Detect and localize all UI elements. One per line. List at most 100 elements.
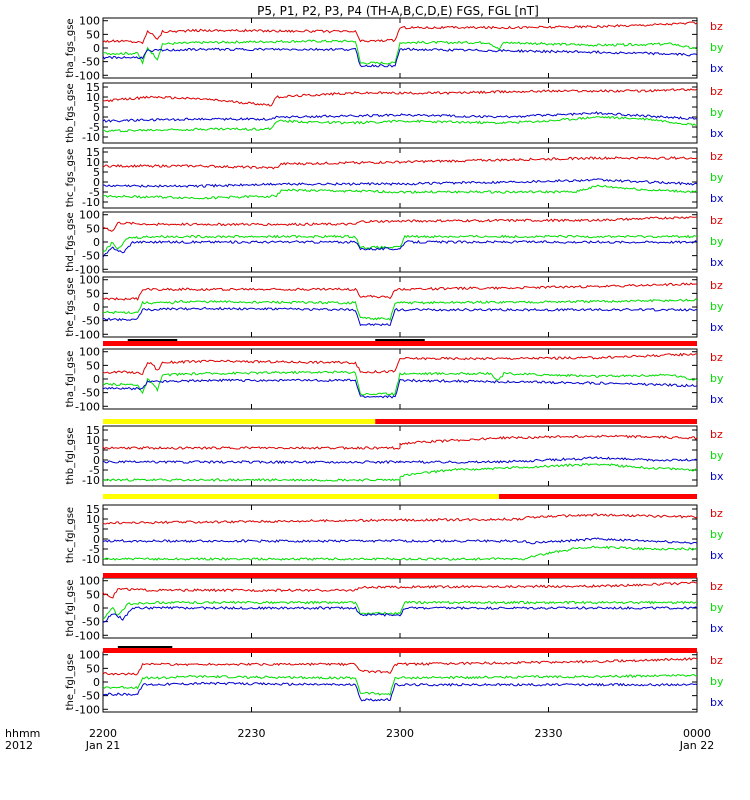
y-tick-label: 100 — [79, 575, 100, 588]
y-tick-label: 100 — [79, 274, 100, 287]
y-tick-label: 50 — [86, 359, 100, 372]
legend-by: by — [710, 372, 724, 385]
y-tick-label: 5 — [93, 523, 100, 536]
y-tick-label: 0 — [93, 533, 100, 546]
series-line-by — [102, 370, 698, 396]
legend-bz: bz — [710, 279, 723, 292]
y-tick-label: 0 — [93, 42, 100, 55]
y-tick-label: 100 — [79, 15, 100, 28]
y-tick-label: 0 — [93, 111, 100, 124]
legend-bx: bx — [710, 321, 724, 334]
series-line-bx — [102, 178, 698, 188]
y-tick-label: -100 — [75, 328, 100, 341]
legend-bz: bz — [710, 150, 723, 163]
panel-ylabel: thb_fgl_gse — [65, 428, 76, 485]
panel-ylabel: thc_fgs_gse — [65, 149, 76, 208]
y-tick-label: -5 — [89, 186, 100, 199]
y-tick-label: -100 — [75, 263, 100, 276]
series-line-bz — [102, 352, 697, 375]
panel-ylabel: thd_fgs_gse — [65, 212, 76, 271]
y-tick-label: 15 — [86, 424, 100, 437]
series-line-by — [102, 545, 698, 561]
legend-bz: bz — [710, 580, 723, 593]
mode-bar-mark — [375, 339, 425, 341]
legend-bz: bz — [710, 85, 723, 98]
legend-by: by — [710, 601, 724, 614]
legend-bx: bx — [710, 622, 724, 635]
legend-bx: bx — [710, 256, 724, 269]
legend-bx: bx — [710, 549, 724, 562]
x-corner-label-1: hhmm — [5, 727, 40, 740]
series-line-bz — [102, 513, 698, 525]
legend-bz: bz — [710, 507, 723, 520]
y-tick-label: -50 — [82, 690, 100, 703]
mode-bar-segment-yellow — [103, 494, 499, 499]
series-line-by — [102, 234, 698, 253]
mode-bar-segment-red — [103, 648, 697, 653]
y-tick-label: 50 — [86, 662, 100, 675]
y-tick-label: 100 — [79, 209, 100, 222]
y-tick-label: 0 — [93, 373, 100, 386]
panel-ylabel: tha_fgl_gse — [65, 351, 76, 408]
y-tick-label: -5 — [89, 121, 100, 134]
mode-bar-segment-red — [375, 419, 697, 424]
series-line-by — [102, 115, 698, 133]
series-line-bz — [102, 21, 698, 45]
series-line-by — [102, 39, 698, 65]
y-tick-label: -50 — [82, 56, 100, 69]
y-tick-label: 50 — [86, 287, 100, 300]
legend-bx: bx — [710, 127, 724, 140]
legend-bx: bx — [710, 470, 724, 483]
legend-bz: bz — [710, 214, 723, 227]
panel-frame — [102, 17, 698, 79]
panel-frame — [102, 147, 698, 209]
x-tick-label: 2200 — [89, 727, 117, 740]
legend-bx: bx — [710, 62, 724, 75]
y-tick-label: -100 — [75, 69, 100, 82]
panel-ylabel: tha_fgs_gse — [65, 18, 76, 77]
legend-bz: bz — [710, 351, 723, 364]
series-line-bx — [102, 111, 698, 123]
y-tick-label: 100 — [79, 649, 100, 662]
series-line-by — [102, 600, 698, 620]
legend-bz: bz — [710, 654, 723, 667]
series-line-bx — [102, 240, 698, 258]
panel-ylabel: the_fgs_gse — [65, 277, 76, 336]
series-line-bx — [102, 378, 698, 399]
y-tick-label: -50 — [82, 250, 100, 263]
y-tick-label: 50 — [86, 28, 100, 41]
x-tick-sublabel: Jan 21 — [85, 739, 120, 752]
y-tick-label: 100 — [79, 346, 100, 359]
y-tick-label: 0 — [93, 602, 100, 615]
mode-bar-segment-yellow — [103, 419, 376, 424]
series-line-bz — [102, 216, 698, 232]
mode-bar-mark — [117, 646, 173, 648]
legend-by: by — [710, 106, 724, 119]
y-tick-label: -100 — [75, 400, 100, 413]
y-tick-label: 0 — [93, 454, 100, 467]
y-tick-label: 0 — [93, 676, 100, 689]
series-line-by — [102, 673, 698, 696]
series-line-bz — [102, 156, 698, 170]
series-line-by — [102, 184, 698, 200]
series-line-bx — [102, 306, 697, 327]
series-line-bz — [102, 581, 698, 599]
series-line-bx — [102, 606, 698, 623]
series-line-bz — [102, 282, 698, 301]
series-line-by — [103, 462, 698, 482]
legend-by: by — [710, 300, 724, 313]
y-tick-label: 50 — [86, 588, 100, 601]
y-tick-label: -100 — [75, 629, 100, 642]
y-tick-label: -50 — [82, 315, 100, 328]
mode-bar-mark — [127, 339, 178, 341]
y-tick-label: 0 — [93, 176, 100, 189]
panel-ylabel: thd_fgl_gse — [65, 580, 76, 637]
y-tick-label: 50 — [86, 222, 100, 235]
panel-frame — [102, 504, 698, 566]
legend-by: by — [710, 528, 724, 541]
x-tick-label: 2300 — [386, 727, 414, 740]
panel-ylabel: thb_fgs_gse — [65, 83, 76, 142]
y-tick-label: 5 — [93, 101, 100, 114]
